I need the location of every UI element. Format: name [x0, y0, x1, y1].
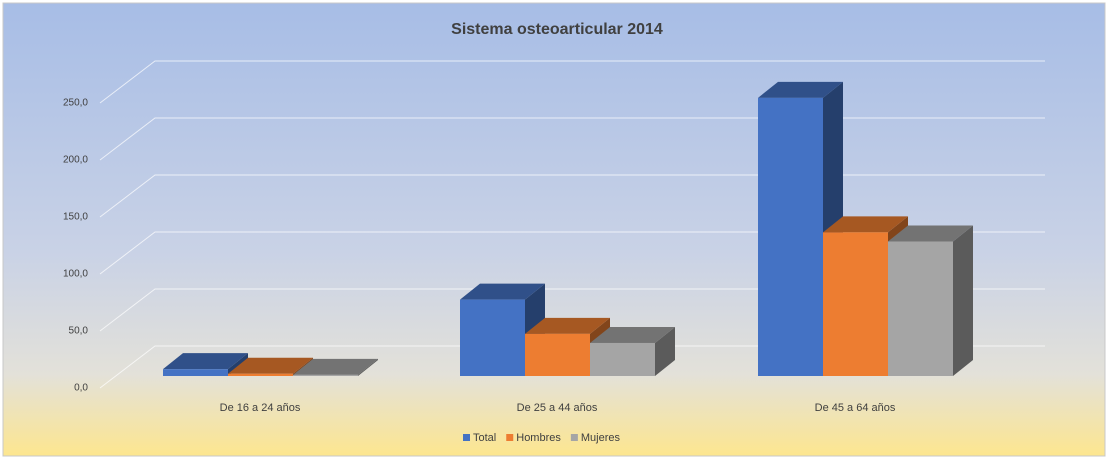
chart-title: Sistema osteoarticular 2014: [451, 21, 663, 38]
bar-top: [590, 326, 675, 343]
grid-line: [99, 231, 1045, 275]
bar-front: [823, 232, 888, 376]
bar-front: [758, 97, 823, 376]
bar-front: [888, 241, 953, 376]
bar-top: [525, 317, 610, 334]
x-tick-label: De 45 a 64 años: [815, 402, 896, 414]
bar-top: [293, 358, 378, 375]
bar-front: [163, 369, 228, 376]
bar-side: [953, 225, 973, 376]
bar-side: [655, 326, 675, 376]
y-tick-label: 0,0: [74, 383, 88, 394]
bar-front: [293, 374, 358, 376]
legend-label: Mujeres: [581, 432, 621, 444]
y-tick-label: 50,0: [69, 326, 89, 337]
grid-line: [99, 174, 1045, 218]
bar: [293, 358, 378, 376]
bar: [590, 326, 675, 376]
bar-top: [888, 225, 973, 242]
x-tick-label: De 16 a 24 años: [220, 402, 301, 414]
grid-line: [99, 288, 1045, 332]
bar-top: [228, 357, 313, 374]
bar: [460, 283, 545, 376]
y-tick-label: 200,0: [63, 155, 88, 166]
y-tick-label: 250,0: [63, 98, 88, 109]
x-tick-label: De 25 a 44 años: [517, 402, 598, 414]
y-tick-label: 150,0: [63, 212, 88, 223]
bar-front: [460, 299, 525, 376]
grid-line: [99, 345, 1045, 389]
legend-label: Hombres: [516, 432, 561, 444]
bar-top: [163, 353, 248, 370]
legend: Total Hombres Mujeres: [463, 432, 620, 444]
bar-top: [460, 283, 545, 300]
bar-front: [590, 342, 655, 376]
bar-front: [525, 333, 590, 376]
legend-swatch: [570, 434, 578, 441]
y-tick-label: 100,0: [63, 269, 88, 280]
legend-swatch: [463, 434, 470, 441]
grid-line: [99, 60, 1045, 104]
bar: [888, 225, 973, 376]
bar-front: [228, 373, 293, 376]
legend-swatch: [506, 434, 514, 441]
bar-top: [758, 81, 843, 98]
bar-top: [823, 216, 908, 233]
grid-line: [99, 117, 1045, 161]
legend-label: Total: [473, 432, 496, 444]
bar-side: [358, 358, 378, 376]
